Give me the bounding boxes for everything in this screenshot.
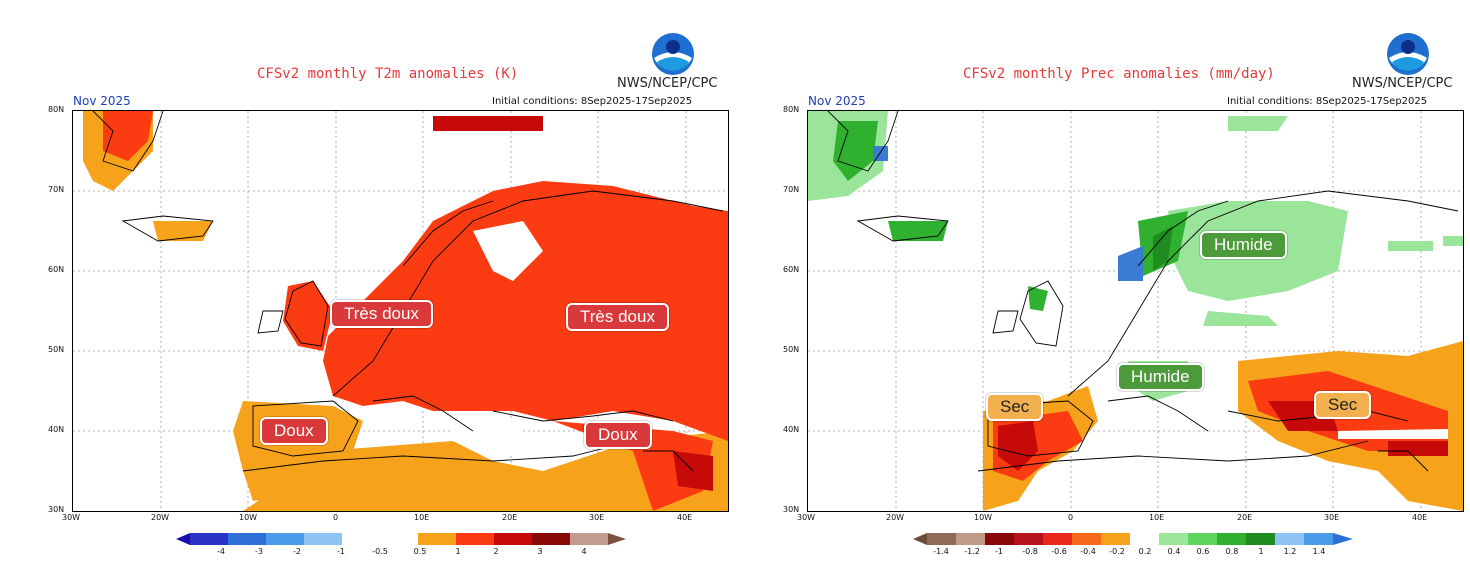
t2m-badge-doux-west: Doux [260,417,328,445]
prec-cb-label-8: 0.4 [1167,547,1181,556]
prec-month: Nov 2025 [808,94,866,108]
prec-colorbar [913,533,1353,545]
prec-lat-80: 80N [783,105,800,114]
prec-init: Initial conditions: 8Sep2025-17Sep2025 [1227,96,1428,107]
prec-org: NWS/NCEP/CPC [1352,76,1453,91]
t2m-lat-80: 80N [48,105,65,114]
prec-lat-50: 50N [783,345,800,354]
prec-cb-label-1: -1.2 [964,547,980,556]
t2m-cb-label-5: 0.5 [413,547,427,556]
prec-green-areas [833,121,1188,311]
t2m-lon-30w: 30W [62,513,81,522]
t2m-lat-40: 40N [48,425,65,434]
t2m-cb-label-0: -4 [217,547,225,556]
t2m-colorbar [176,533,626,545]
noaa-logo-icon [652,33,694,75]
t2m-lon-20e: 20E [502,513,518,522]
prec-seas [1338,429,1448,439]
prec-cb-label-6: -0.2 [1109,547,1125,556]
prec-cb-label-2: -1 [995,547,1003,556]
prec-title: CFSv2 monthly Prec anomalies (mm/day) [963,66,1275,82]
t2m-cb-label-1: -3 [255,547,263,556]
prec-lon-20e: 20E [1237,513,1253,522]
prec-cb-label-5: -0.4 [1080,547,1096,556]
prec-lon-30w: 30W [797,513,816,522]
prec-lat-70: 70N [783,185,800,194]
prec-cb-label-4: -0.6 [1051,547,1067,556]
prec-cb-label-13: 1.4 [1312,547,1326,556]
t2m-cb-label-3: -1 [337,547,345,556]
t2m-lon-0: 0 [333,513,339,522]
t2m-badge-tres-doux-east: Très doux [566,303,669,331]
t2m-lon-20w: 20W [151,513,170,522]
prec-darkgreen-areas [1153,226,1173,271]
prec-cb-label-12: 1.2 [1283,547,1297,556]
prec-lon-30e: 30E [1324,513,1340,522]
t2m-lon-10w: 10W [239,513,258,522]
prec-badge-humide-north: Humide [1200,231,1287,259]
prec-cb-label-0: -1.4 [933,547,949,556]
t2m-lat-30: 30N [48,505,65,514]
t2m-panel: CFSv2 monthly T2m anomalies (K) NWS/NCEP… [48,33,729,556]
prec-lon-10e: 10E [1149,513,1165,522]
t2m-org: NWS/NCEP/CPC [617,76,718,91]
t2m-title: CFSv2 monthly T2m anomalies (K) [257,66,519,82]
t2m-lat-50: 50N [48,345,65,354]
t2m-badge-doux-east: Doux [584,421,652,449]
prec-map [807,110,1464,512]
prec-lat-30: 30N [783,505,800,514]
prec-lon-40e: 40E [1412,513,1428,522]
prec-cb-label-10: 0.8 [1225,547,1239,556]
prec-lat-60: 60N [783,265,800,274]
prec-badge-sec-east: Sec [1314,391,1372,419]
t2m-cb-label-7: 2 [493,547,499,556]
prec-cb-label-3: -0.8 [1022,547,1038,556]
prec-map-svg [808,111,1463,511]
prec-lon-20w: 20W [886,513,905,522]
t2m-lon-10e: 10E [414,513,430,522]
t2m-cb-label-4: -0.5 [372,547,388,556]
prec-panel: CFSv2 monthly Prec anomalies (mm/day) NW… [735,0,1470,568]
t2m-coastlines [92,111,724,472]
prec-badge-humide-south: Humide [1117,363,1204,391]
noaa-logo-icon [1387,33,1429,75]
prec-blue-areas [873,146,1143,281]
prec-lon-0: 0 [1068,513,1074,522]
prec-lon-10w: 10W [974,513,993,522]
prec-cb-label-7: 0.2 [1138,547,1152,556]
t2m-seas [453,221,543,456]
t2m-cb-label-8: 3 [537,547,543,556]
t2m-red-areas [103,111,728,511]
t2m-lat-70: 70N [48,185,65,194]
prec-lat-40: 40N [783,425,800,434]
t2m-lon-40e: 40E [677,513,693,522]
t2m-lon-30e: 30E [589,513,605,522]
t2m-badge-tres-doux-west: Très doux [330,300,433,328]
t2m-cb-label-2: -2 [293,547,301,556]
prec-coastlines [827,111,1459,472]
t2m-init: Initial conditions: 8Sep2025-17Sep2025 [492,96,693,107]
t2m-cb-label-6: 1 [455,547,461,556]
prec-cb-label-11: 1 [1258,547,1264,556]
prec-badge-sec-west: Sec [986,393,1044,421]
prec-cb-label-9: 0.6 [1196,547,1210,556]
t2m-month: Nov 2025 [73,94,131,108]
t2m-lat-60: 60N [48,265,65,274]
t2m-cb-label-9: 4 [581,547,587,556]
